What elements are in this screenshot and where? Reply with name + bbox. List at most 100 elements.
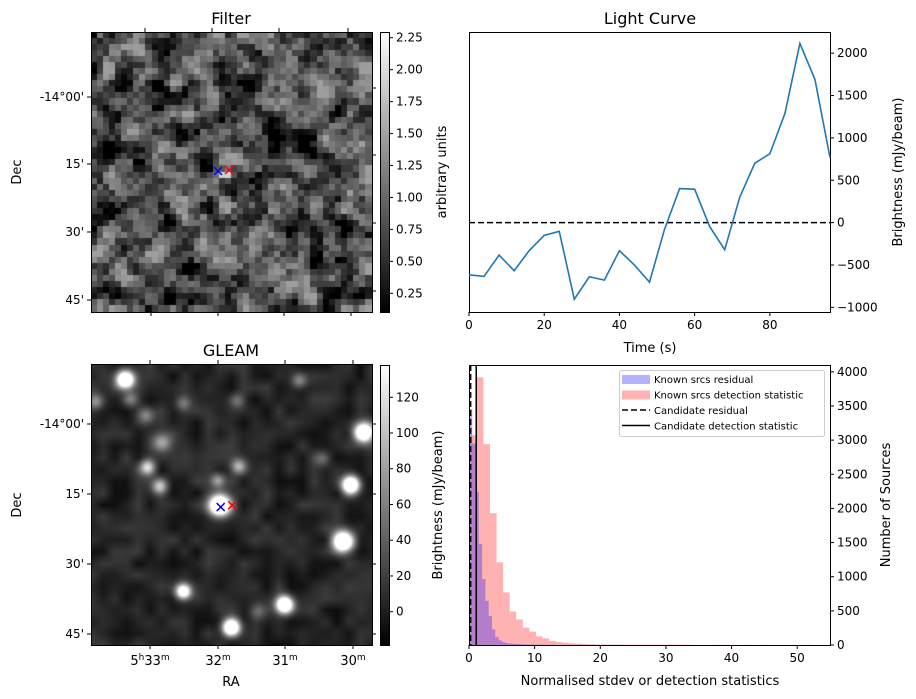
- hist-ytick-label: 500: [837, 604, 860, 618]
- hist-ytick-label: 2000: [837, 501, 868, 515]
- hist-bar: [476, 377, 484, 645]
- gleam-colorbar-tick-label: 60: [396, 497, 411, 511]
- gleam-colorbar-tick-label: 40: [396, 533, 411, 547]
- hist-xtick-label: 40: [724, 651, 739, 665]
- ra-label-part: m: [161, 653, 170, 663]
- filter-dec-tick-label: -14°00': [40, 90, 84, 104]
- hist-bar: [535, 636, 543, 645]
- gleam-red-marker-icon: [227, 500, 237, 510]
- hist-ytick-label: 1000: [837, 570, 868, 584]
- gleam-ra-tick-label: 5h33m: [130, 653, 169, 669]
- hist-bar: [529, 631, 536, 645]
- filter-dec-tick-label: 30': [65, 225, 84, 239]
- lightcurve-xtick-label: 0: [465, 318, 473, 332]
- ra-label-part: 32: [205, 654, 222, 669]
- hist-bar: [478, 543, 483, 645]
- hist-bar: [475, 492, 479, 645]
- hist-ytick-label: 3500: [837, 399, 868, 413]
- gleam-dec-label: Dec: [10, 492, 25, 517]
- hist-bar: [508, 643, 512, 645]
- lightcurve-ytick-label: 0: [837, 216, 845, 230]
- filter-colorbar-label: arbitrary units: [435, 125, 450, 218]
- hist-bar: [488, 615, 492, 645]
- lightcurve-frame: [469, 32, 831, 313]
- legend-label: Candidate detection statistic: [654, 422, 798, 433]
- hist-ytick-label: 2500: [837, 467, 868, 481]
- gleam-dec-tick-label: -14°00': [40, 417, 84, 431]
- gleam-colorbar-frame: [380, 365, 390, 646]
- hist-bar: [470, 435, 477, 645]
- ra-label-part: 31: [272, 654, 289, 669]
- hist-bar: [503, 592, 510, 645]
- hist-xtick-label: 50: [790, 651, 805, 665]
- hist-bar: [549, 640, 556, 645]
- hist-bar: [514, 643, 519, 645]
- filter-colorbar-tick-label: 1.75: [396, 95, 423, 109]
- hist-ytick-label: 4000: [837, 365, 868, 379]
- hist-bar: [472, 443, 476, 645]
- lightcurve-xtick-label: 80: [762, 318, 777, 332]
- lightcurve-line: [468, 40, 831, 302]
- gleam-dec-tick-label: 45': [65, 627, 84, 641]
- hist-bar: [562, 642, 569, 645]
- gleam-ra-tick-label: 31m: [272, 653, 297, 669]
- legend-label: Candidate residual: [654, 406, 748, 417]
- hist-bar: [496, 562, 504, 645]
- hist-ylabel: Number of Sources: [879, 443, 894, 568]
- hist-bar: [509, 611, 517, 645]
- filter-frame: [91, 32, 373, 313]
- hist-bar: [483, 444, 491, 645]
- hist-ytick-label: 0: [837, 638, 845, 652]
- lightcurve-ylabel: Brightness (mJy/beam): [891, 98, 906, 247]
- hist-bar: [482, 579, 486, 645]
- ra-label-part: m: [289, 653, 298, 663]
- ra-label-part: 5: [130, 654, 138, 669]
- hist-bar: [524, 644, 529, 645]
- gleam-ra-label: RA: [222, 675, 240, 690]
- gleam-colorbar-tick-label: 100: [396, 426, 419, 440]
- gleam-dec-tick-label: 30': [65, 557, 84, 571]
- gleam-colorbar: [380, 365, 389, 645]
- hist-bar: [491, 629, 496, 645]
- lightcurve-title: Light Curve: [604, 9, 696, 28]
- gleam-ra-tick-label: 30m: [340, 653, 365, 669]
- lightcurve-ytick-label: 1000: [837, 131, 868, 145]
- filter-colorbar-frame: [380, 32, 390, 313]
- legend-label: Known srcs residual: [654, 375, 753, 386]
- legend-swatch: [622, 390, 650, 400]
- hist-xlabel: Normalised stdev or detection statistics: [521, 674, 780, 689]
- lightcurve-ytick-label: 1500: [837, 89, 868, 103]
- filter-dec-tick-label: 15': [65, 157, 84, 171]
- filter-colorbar-tick-label: 0.25: [396, 286, 423, 300]
- hist-xtick-label: 20: [593, 651, 608, 665]
- hist-bar: [511, 643, 515, 645]
- hist-bar: [516, 619, 523, 645]
- hist-ytick-label: 1500: [837, 536, 868, 550]
- ra-label-part: h: [139, 653, 145, 663]
- filter-colorbar-tick-label: 1.50: [396, 127, 423, 141]
- hist-bar: [575, 643, 582, 645]
- hist-bar: [555, 641, 563, 645]
- hist-bar: [542, 638, 550, 645]
- ra-label-part: m: [222, 653, 231, 663]
- gleam-colorbar-tick-label: 120: [396, 390, 419, 404]
- gleam-ra-tick-label: 32m: [205, 653, 230, 669]
- filter-blue-marker-icon: [213, 166, 223, 176]
- lightcurve-xtick-label: 60: [687, 318, 702, 332]
- filter-title: Filter: [211, 9, 251, 28]
- filter-colorbar-tick-label: 1.25: [396, 159, 423, 173]
- hist-bar: [490, 513, 497, 645]
- hist-bar: [568, 643, 576, 645]
- gleam-title: GLEAM: [203, 341, 259, 360]
- hist-bar: [518, 644, 522, 645]
- gleam-colorbar-tick-label: 20: [396, 569, 411, 583]
- ra-label-part: 30: [340, 654, 357, 669]
- legend-label: Known srcs detection statistic: [654, 391, 803, 402]
- hist-frame: [469, 365, 831, 646]
- legend-swatch: [622, 375, 650, 384]
- hist-bar: [522, 627, 530, 645]
- filter-dec-tick-label: 45': [65, 293, 84, 307]
- filter-colorbar: [380, 32, 389, 312]
